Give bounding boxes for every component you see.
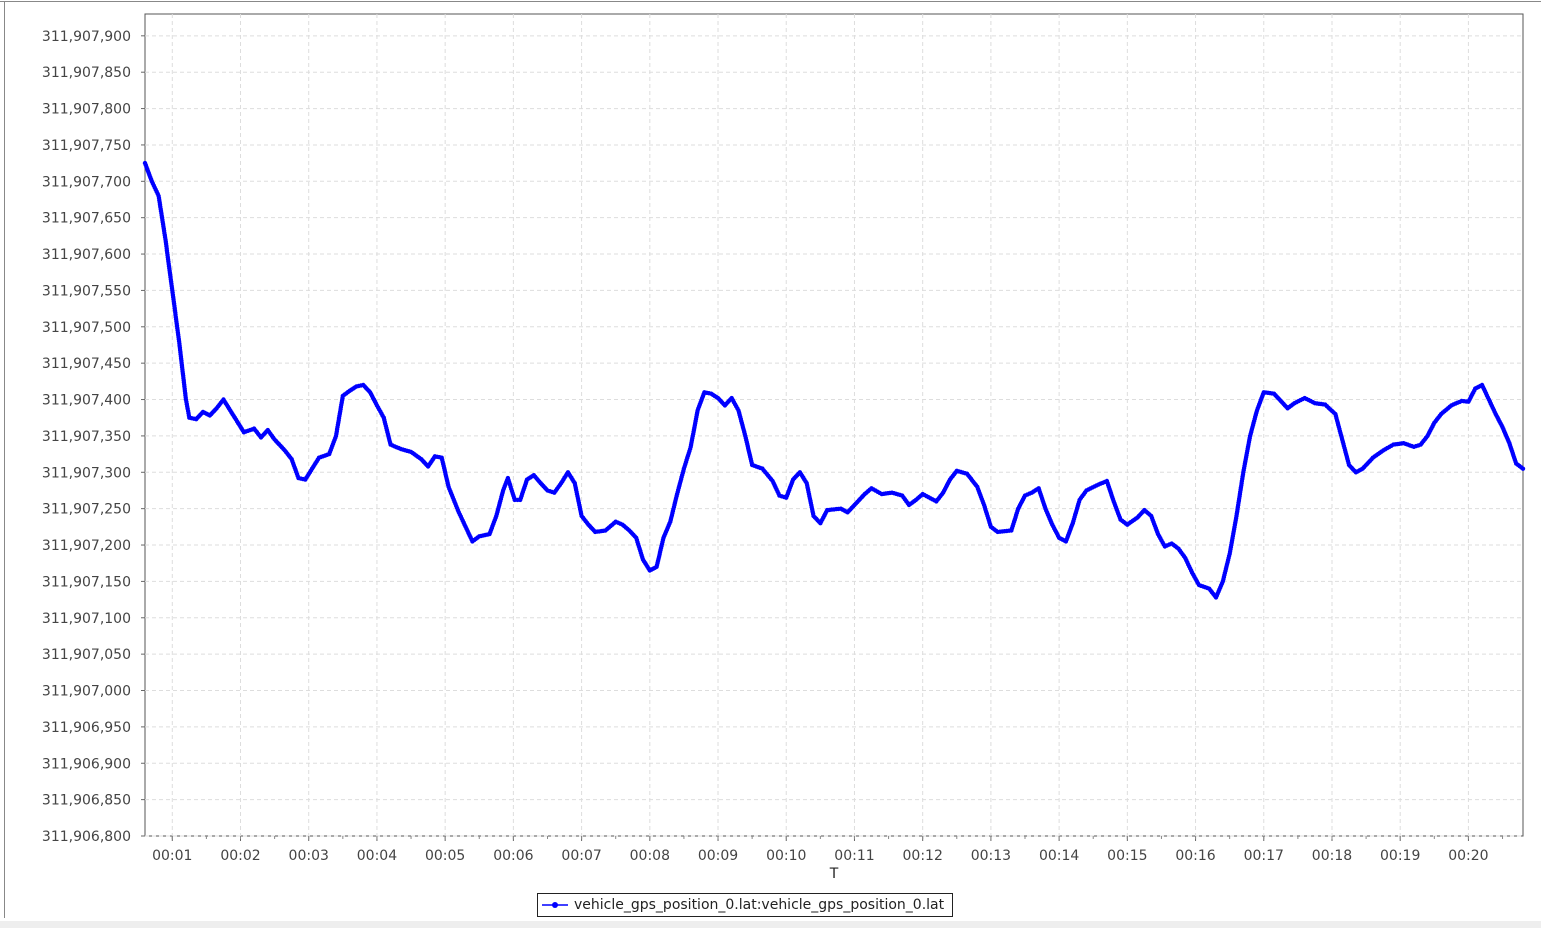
x-tick-label: 00:14 (1039, 848, 1079, 864)
bottom-strip (0, 921, 1541, 928)
x-tick-label: 00:16 (1175, 848, 1215, 864)
legend[interactable]: vehicle_gps_position_0.lat:vehicle_gps_p… (537, 893, 954, 917)
x-tick-label: 00:08 (630, 848, 670, 864)
y-tick-label: 311,907,200 (42, 538, 131, 554)
x-tick-label: 00:03 (289, 848, 329, 864)
x-tick-label: 00:13 (971, 848, 1011, 864)
y-tick-label: 311,907,600 (42, 247, 131, 263)
y-tick-label: 311,907,850 (42, 65, 131, 81)
y-tick-label: 311,906,850 (42, 793, 131, 809)
x-tick-label: 00:17 (1244, 848, 1284, 864)
x-tick-label: 00:07 (561, 848, 601, 864)
x-axis: 00:01 00:02 00:03 00:04 00:05 00:06 00:07 00:08… (152, 836, 1504, 864)
x-tick-label: 00:19 (1380, 848, 1420, 864)
x-tick-label: 00:01 (152, 848, 192, 864)
series-group (142, 160, 1526, 600)
x-tick-label: 00:11 (834, 848, 874, 864)
x-tick-label: 00:06 (493, 848, 533, 864)
y-tick-label: 311,907,300 (42, 465, 131, 481)
y-tick-label: 311,907,550 (42, 283, 131, 299)
y-tick-label: 311,907,000 (42, 684, 131, 700)
x-tick-label: 00:18 (1312, 848, 1352, 864)
grid (145, 14, 1523, 837)
y-tick-label: 311,907,500 (42, 320, 131, 336)
y-tick-label: 311,907,150 (42, 574, 131, 590)
y-tick-label: 311,906,950 (42, 720, 131, 736)
x-tick-label: 00:10 (766, 848, 806, 864)
y-tick-label: 311,907,400 (42, 393, 131, 409)
legend-label: vehicle_gps_position_0.lat:vehicle_gps_p… (574, 897, 945, 913)
x-tick-label: 00:20 (1448, 848, 1488, 864)
x-axis-label: T (829, 866, 839, 882)
x-tick-label: 00:09 (698, 848, 738, 864)
y-tick-label: 311,907,900 (42, 29, 131, 45)
legend-swatch-icon (542, 902, 568, 908)
y-tick-label: 311,907,650 (42, 211, 131, 227)
y-tick-label: 311,907,450 (42, 356, 131, 372)
x-tick-label: 00:05 (425, 848, 465, 864)
y-tick-label: 311,907,100 (42, 611, 131, 627)
y-tick-label: 311,907,700 (42, 174, 131, 190)
y-tick-label: 311,906,800 (42, 829, 131, 845)
y-axis: 311,906,800 311,906,850 311,906,900 311,906… (42, 29, 145, 845)
x-tick-label: 00:02 (220, 848, 260, 864)
plot-area (144, 13, 1524, 837)
y-tick-label: 311,907,350 (42, 429, 131, 445)
y-tick-label: 311,907,750 (42, 138, 131, 154)
series-markers (142, 160, 1526, 600)
x-tick-label: 00:04 (357, 848, 397, 864)
y-tick-label: 311,906,900 (42, 756, 131, 772)
y-tick-label: 311,907,800 (42, 102, 131, 118)
x-tick-label: 00:15 (1107, 848, 1147, 864)
y-tick-label: 311,907,050 (42, 647, 131, 663)
series-point (1520, 466, 1526, 471)
y-tick-label: 311,907,250 (42, 502, 131, 518)
x-tick-label: 00:12 (903, 848, 943, 864)
